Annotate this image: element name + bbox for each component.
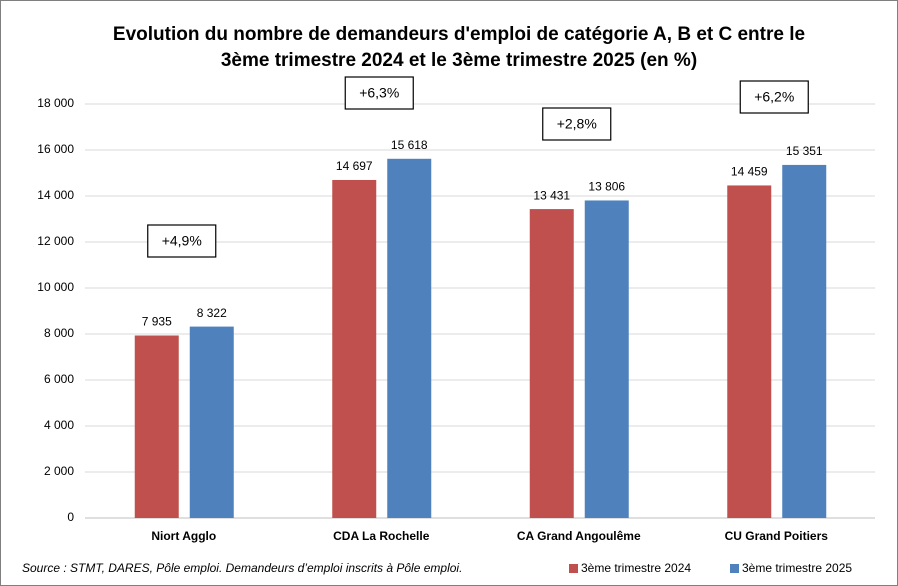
- annotation: +4,9%: [162, 233, 202, 249]
- value-label: 13 806: [588, 180, 625, 194]
- bar: [332, 179, 377, 518]
- y-tick-label: 8 000: [44, 326, 74, 340]
- value-label: 8 322: [197, 306, 227, 320]
- legend-label: 3ème trimestre 2025: [742, 561, 852, 575]
- annotation-box: [542, 107, 612, 141]
- x-tick-label: CA Grand Angoulême: [517, 529, 641, 543]
- annotation-box: [739, 80, 809, 114]
- y-tick-label: 18 000: [37, 96, 74, 110]
- value-label: 15 618: [391, 138, 428, 152]
- y-tick-label: 6 000: [44, 372, 74, 386]
- bar: [584, 200, 629, 518]
- y-tick-label: 16 000: [37, 142, 74, 156]
- source-note: Source : STMT, DARES, Pôle emploi. Deman…: [22, 561, 462, 575]
- legend-swatch: [569, 564, 578, 573]
- legend-swatch: [730, 564, 739, 573]
- bar: [782, 164, 827, 518]
- y-tick-label: 2 000: [44, 464, 74, 478]
- x-tick-label: Niort Agglo: [151, 529, 216, 543]
- y-tick-label: 14 000: [37, 188, 74, 202]
- chart-title: Evolution du nombre de demandeurs d'empl…: [112, 24, 806, 71]
- value-label: 13 431: [533, 188, 570, 202]
- bar: [529, 209, 574, 518]
- annotation: +6,2%: [754, 89, 794, 105]
- legend-label: 3ème trimestre 2024: [581, 561, 691, 575]
- value-label: 15 351: [786, 144, 823, 158]
- x-tick-label: CDA La Rochelle: [333, 529, 430, 543]
- annotation-box: [344, 76, 414, 110]
- x-tick-label: CU Grand Poitiers: [725, 529, 829, 543]
- bar: [727, 185, 772, 518]
- bar: [387, 158, 432, 518]
- bar: [134, 335, 179, 518]
- y-tick-label: 4 000: [44, 418, 74, 432]
- y-tick-label: 12 000: [37, 234, 74, 248]
- bar: [189, 326, 234, 518]
- y-tick-label: 0: [67, 510, 74, 524]
- value-label: 7 935: [142, 315, 172, 329]
- annotation: +2,8%: [557, 116, 597, 132]
- value-label: 14 459: [731, 165, 768, 179]
- y-tick-label: 10 000: [37, 280, 74, 294]
- value-label: 14 697: [336, 159, 373, 173]
- annotation: +6,3%: [359, 85, 399, 101]
- annotation-box: [147, 224, 217, 258]
